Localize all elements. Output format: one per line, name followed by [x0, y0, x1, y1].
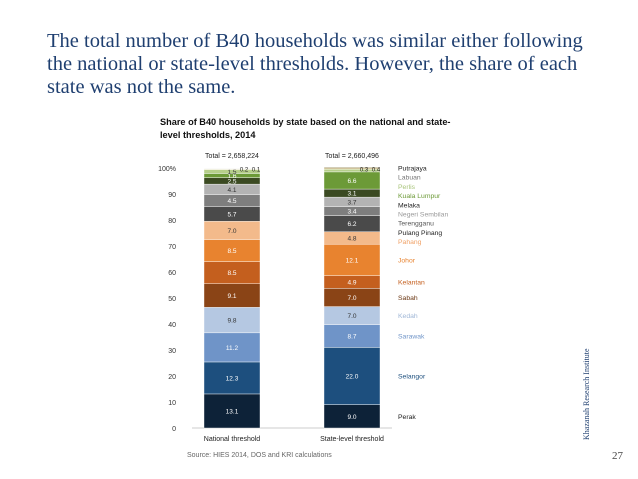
data-label: 7.0 — [347, 295, 356, 302]
data-label: 4.8 — [347, 235, 356, 242]
data-label: 4.1 — [227, 187, 236, 194]
data-label: 1.6 — [227, 173, 236, 180]
data-label-small: 0.3 — [360, 168, 369, 174]
y-tick-label: 0 — [172, 426, 176, 433]
legend-label: Melaka — [398, 202, 420, 209]
data-label: 6.6 — [347, 178, 356, 185]
page-number: 27 — [612, 450, 623, 462]
data-label: 5.7 — [227, 211, 236, 218]
legend-label: Kedah — [398, 313, 418, 320]
y-tick-label: 10 — [168, 400, 176, 407]
legend-label: Johor — [398, 257, 416, 264]
slide-title: The total number of B40 households was s… — [47, 30, 583, 98]
data-label: 7.0 — [347, 313, 356, 320]
data-label: 12.1 — [346, 257, 359, 264]
legend-label: Putrajaya — [398, 166, 427, 173]
data-label: 11.2 — [226, 345, 239, 352]
bar-segment — [203, 393, 261, 429]
y-tick-label: 40 — [168, 322, 176, 329]
data-label-small: 0.2 — [240, 168, 249, 174]
data-label: 7.0 — [227, 228, 236, 235]
legend-label: Negeri Sembilan — [398, 212, 448, 219]
bar-segment — [203, 361, 261, 395]
source-note: Source: HIES 2014, DOS and KRI calculati… — [187, 452, 332, 459]
legend-label: Pulang Pinang — [398, 230, 442, 237]
x-category-label: National threshold — [204, 436, 261, 443]
bar-total-label: Total = 2,658,224 — [205, 153, 259, 160]
data-label: 2.5 — [227, 178, 236, 185]
data-label: 4.9 — [347, 280, 356, 287]
y-tick-label: 80 — [168, 218, 176, 225]
data-label: 3.4 — [347, 209, 356, 216]
chart-title: Share of B40 households by state based o… — [160, 117, 451, 140]
x-category-label: State-level threshold — [320, 436, 384, 443]
legend-label: Terengganu — [398, 221, 434, 228]
data-label: 9.8 — [227, 318, 236, 325]
data-label: 8.7 — [347, 334, 356, 341]
legend-label: Sabah — [398, 295, 418, 302]
y-tick-label: 60 — [168, 270, 176, 277]
data-label: 12.3 — [226, 375, 239, 382]
data-label: 8.5 — [227, 248, 236, 255]
data-label: 13.1 — [226, 408, 239, 415]
y-tick-label: 20 — [168, 374, 176, 381]
legend-label: Sarawak — [398, 334, 425, 341]
legend-label: Perak — [398, 414, 416, 421]
y-tick-label: 30 — [168, 348, 176, 355]
bar-total-label: Total = 2,660,496 — [325, 153, 379, 160]
data-label: 4.5 — [227, 198, 236, 205]
data-label: 3.1 — [347, 191, 356, 198]
legend-label: Kelantan — [398, 280, 425, 287]
data-label-small: 0.1 — [252, 168, 261, 174]
legend-label: Pahang — [398, 239, 422, 246]
y-tick-label: 50 — [168, 296, 176, 303]
y-tick-label: 70 — [168, 244, 176, 251]
data-label: 22.0 — [346, 374, 359, 381]
data-label: 9.1 — [227, 293, 236, 300]
data-label: 9.0 — [347, 414, 356, 421]
bar-segment — [323, 347, 381, 405]
legend-label: Labuan — [398, 175, 421, 182]
data-label: 1.5 — [227, 169, 236, 176]
data-label-small: 0.4 — [372, 168, 381, 174]
bar-segment — [203, 332, 261, 363]
vertical-credit: Khazanah Research Institute — [582, 348, 591, 440]
data-label: 8.5 — [227, 270, 236, 277]
legend-label: Kuala Lumpur — [398, 193, 441, 200]
bar-segment — [203, 307, 261, 334]
bar-segment — [323, 167, 381, 169]
y-tick-label: 90 — [168, 192, 176, 199]
y-tick-label: 100% — [158, 166, 176, 173]
data-label: 6.2 — [347, 221, 356, 228]
legend-label: Perlis — [398, 184, 416, 191]
data-label: 3.7 — [347, 199, 356, 206]
legend-label: Selangor — [398, 374, 426, 381]
